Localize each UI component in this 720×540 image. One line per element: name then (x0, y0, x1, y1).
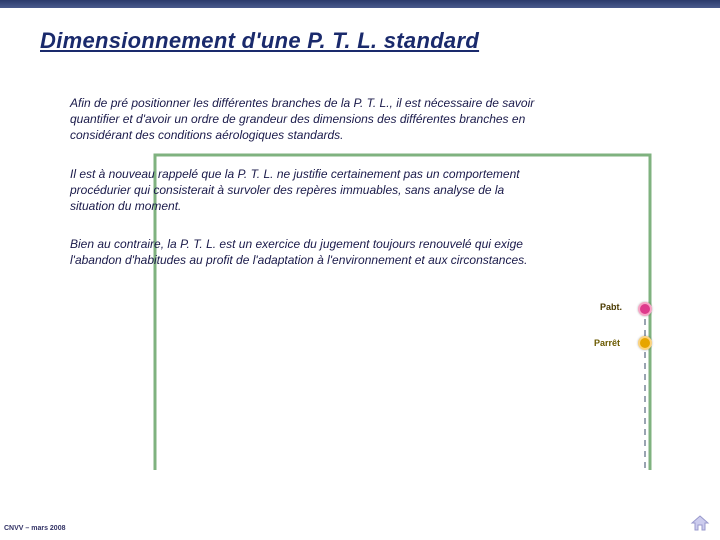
label-pabt: Pabt. (600, 302, 622, 312)
label-parret: Parrêt (594, 338, 620, 348)
page-title: Dimensionnement d'une P. T. L. standard (0, 8, 720, 54)
top-border-bar (0, 0, 720, 8)
paragraph-1: Afin de pré positionner les différentes … (70, 95, 550, 144)
marker-pabt-inner (640, 304, 650, 314)
paragraph-3: Bien au contraire, la P. T. L. est un ex… (70, 236, 550, 268)
home-icon[interactable] (690, 514, 710, 532)
footer-credit: CNVV – mars 2008 (4, 525, 65, 532)
marker-parret-inner (640, 338, 650, 348)
body-text: Afin de pré positionner les différentes … (70, 95, 550, 291)
marker-pabt (638, 302, 652, 316)
marker-parret (638, 336, 652, 350)
paragraph-2: Il est à nouveau rappelé que la P. T. L.… (70, 166, 550, 215)
